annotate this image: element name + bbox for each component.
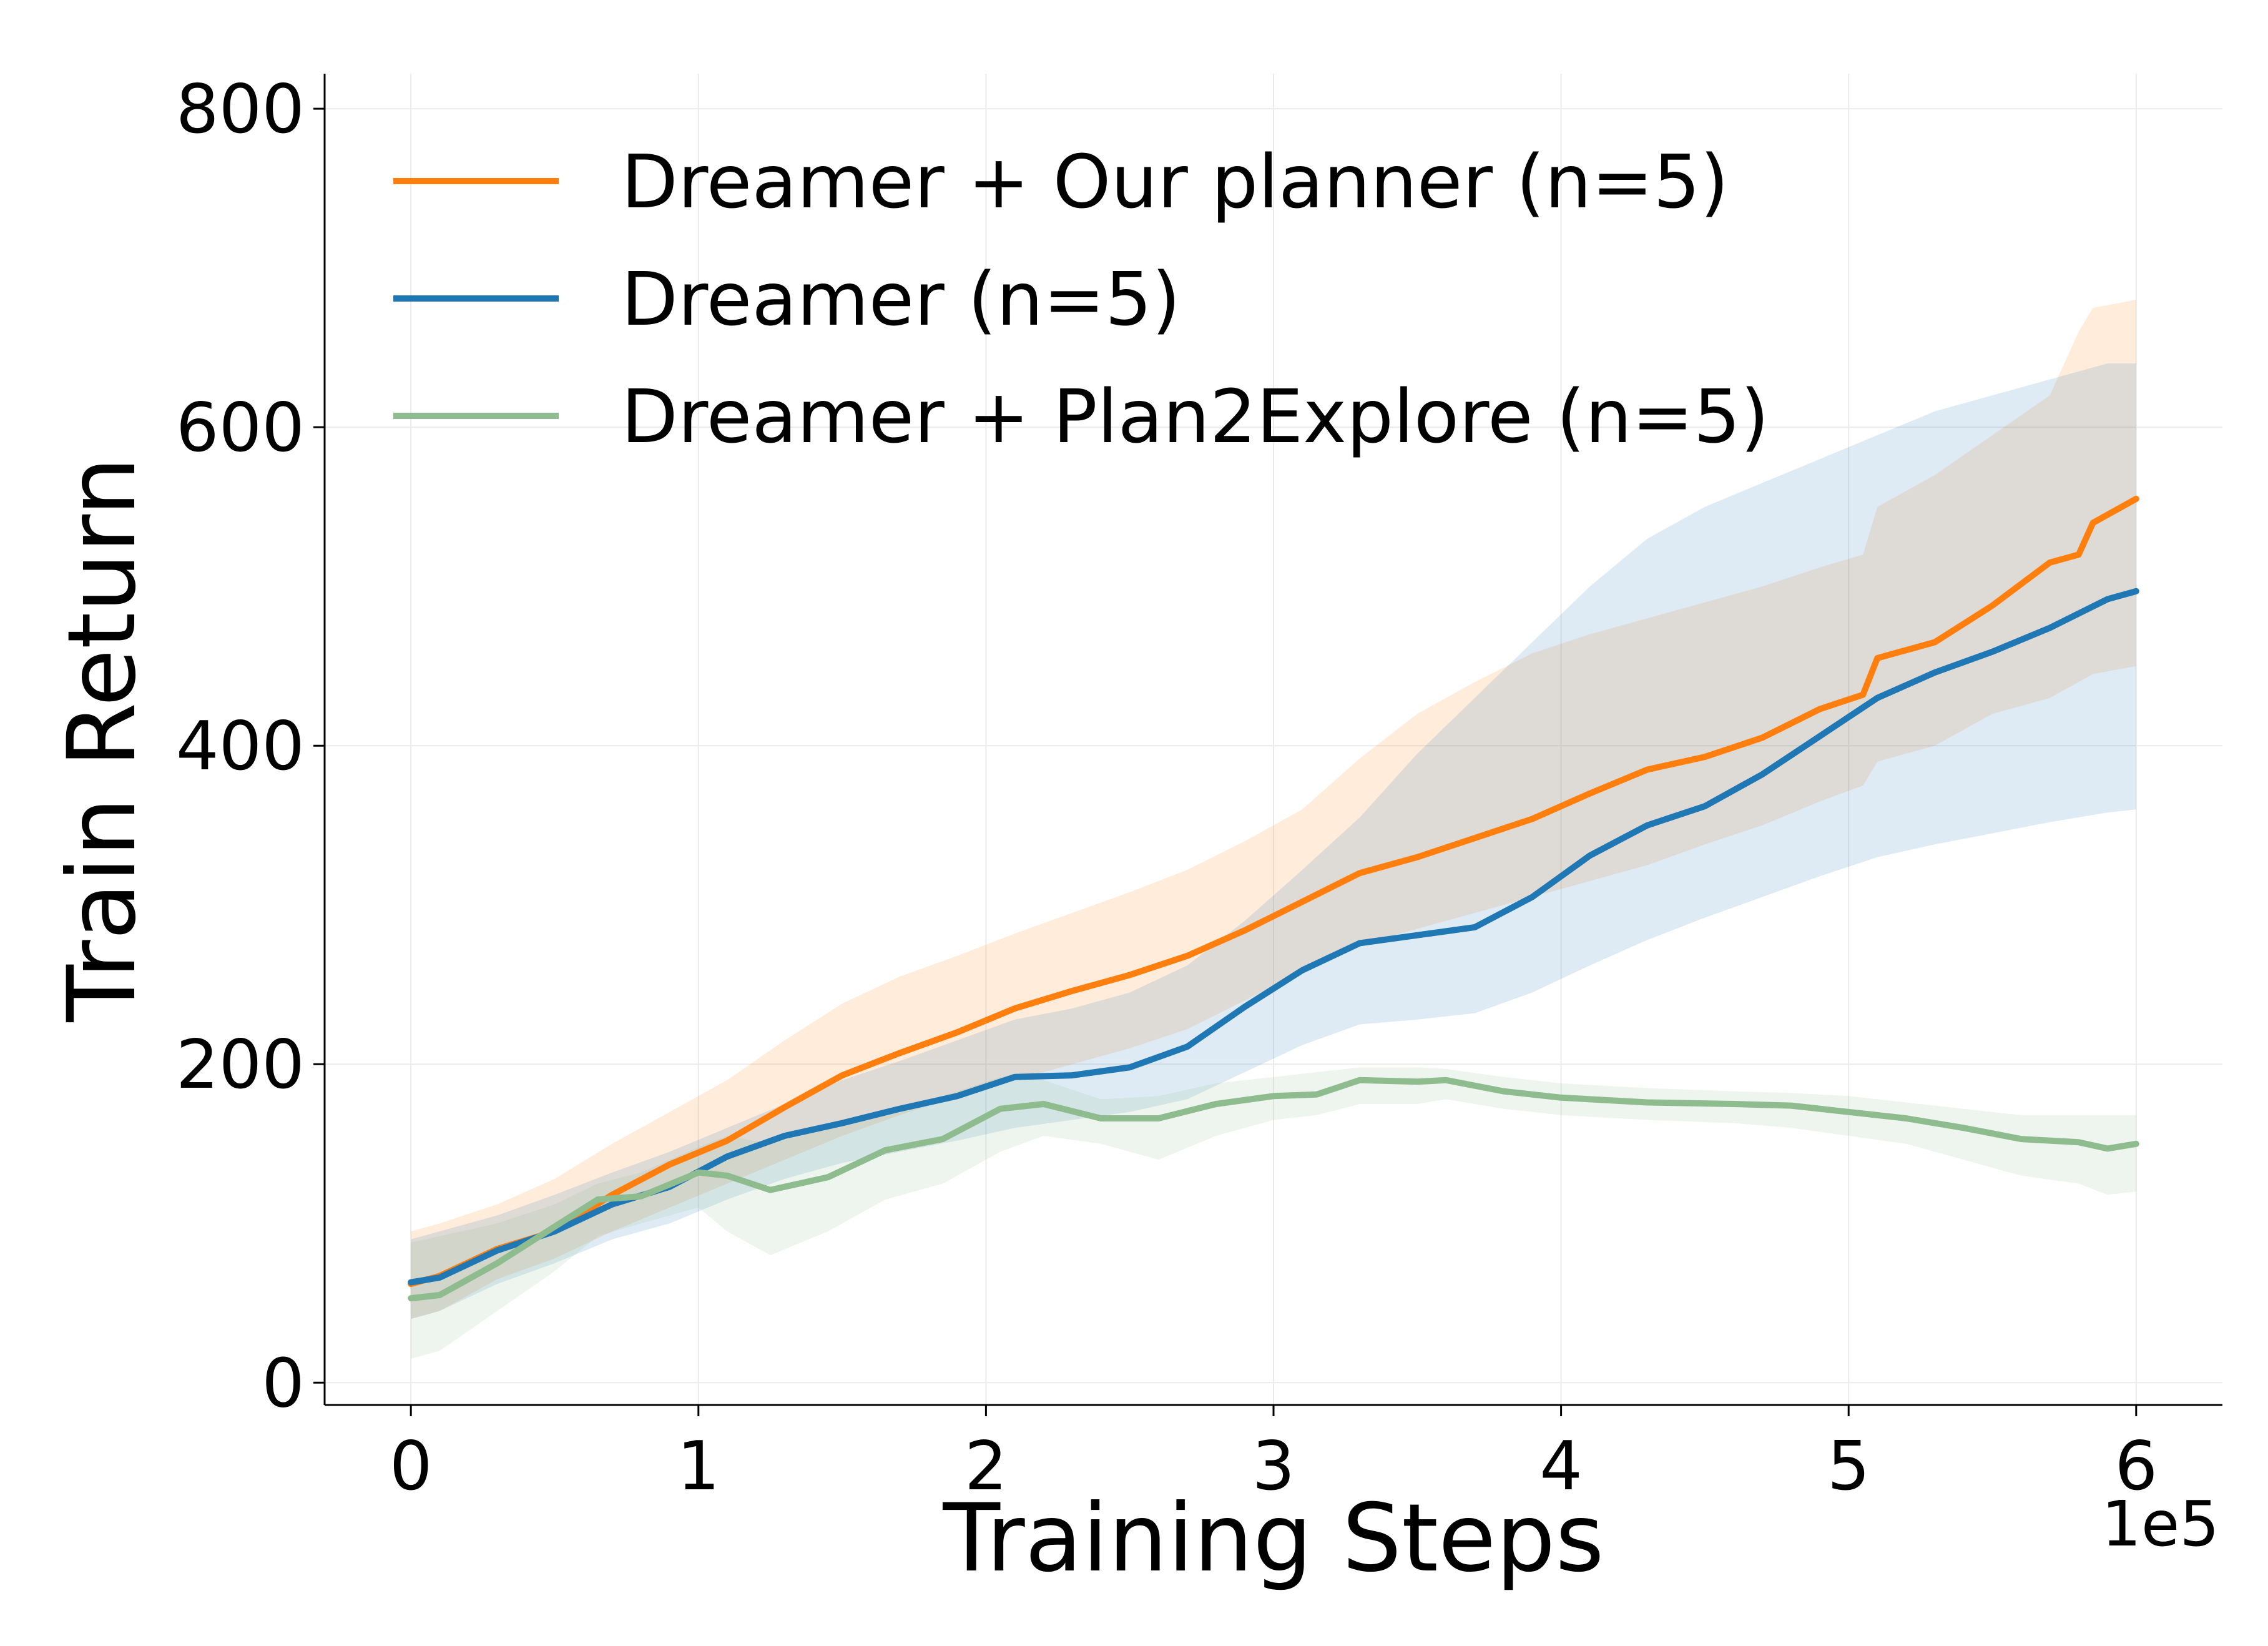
legend-label: Dreamer + Our planner (n=5) [621, 139, 1729, 225]
y-tick-label: 800 [176, 71, 305, 149]
x-tick-label: 3 [1252, 1427, 1295, 1506]
y-tick-label: 400 [176, 707, 305, 786]
x-tick-label: 6 [2114, 1427, 2158, 1506]
confidence-band-2 [411, 1067, 2136, 1359]
ticks: 0 1 2 3 4 5 6 0 200 400 600 800 [176, 71, 2158, 1506]
x-tick-label: 0 [390, 1427, 433, 1506]
legend: Dreamer + Our planner (n=5) Dreamer (n=5)… [393, 139, 1769, 460]
series-lines [408, 495, 2139, 1302]
x-tick-label: 4 [1539, 1427, 1583, 1506]
series-line-2 [408, 1077, 2139, 1302]
y-tick-label: 600 [176, 389, 305, 467]
y-tick-label: 200 [176, 1026, 305, 1104]
x-axis-label: Training Steps [942, 1484, 1604, 1593]
confidence-bands [411, 300, 2136, 1359]
grid-lines [325, 74, 2222, 1405]
legend-label: Dreamer (n=5) [621, 256, 1181, 342]
x-tick-label: 2 [965, 1427, 1008, 1506]
confidence-band-1 [411, 363, 2136, 1319]
x-axis-offset-label: 1e5 [2101, 1487, 2219, 1560]
x-tick-label: 1 [677, 1427, 720, 1506]
series-line-0 [408, 495, 2139, 1288]
y-tick-label: 0 [262, 1344, 305, 1422]
y-axis-label: Train Return [48, 456, 157, 1022]
confidence-band-0 [411, 300, 2136, 1319]
legend-label: Dreamer + Plan2Explore (n=5) [621, 373, 1769, 460]
x-tick-label: 5 [1827, 1427, 1870, 1506]
